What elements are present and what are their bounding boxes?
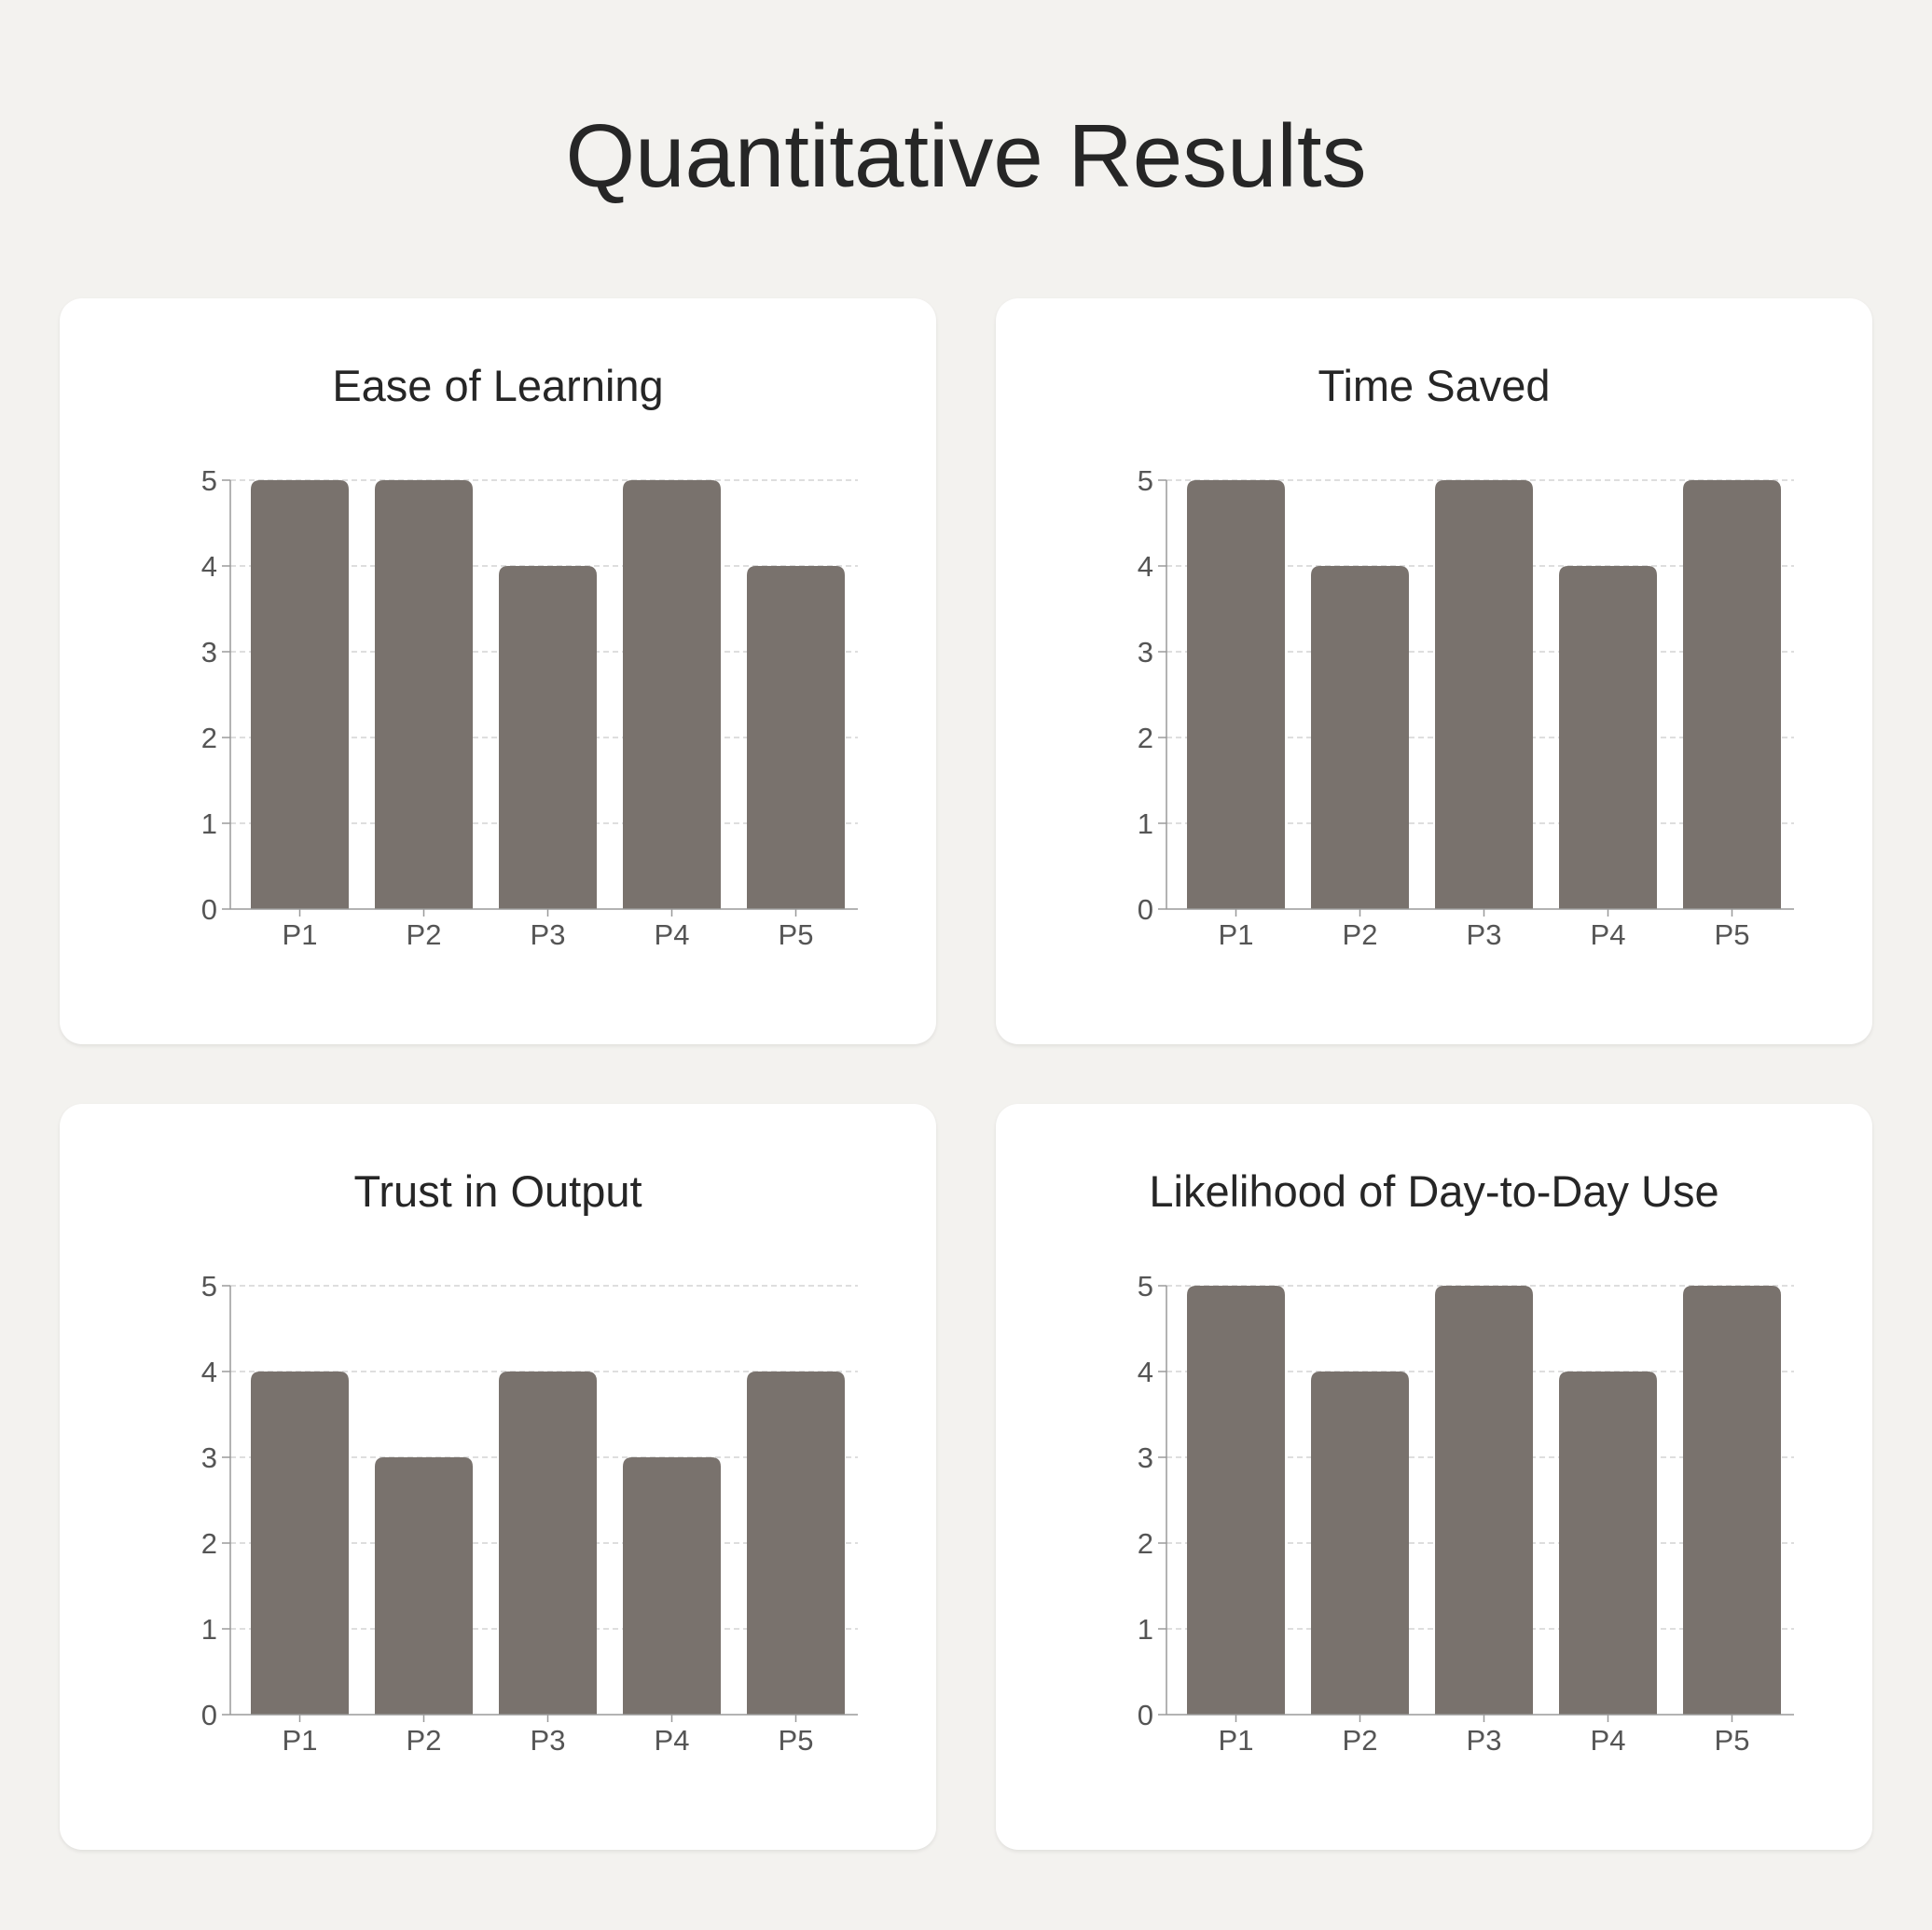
- y-tick-label: 4: [201, 1356, 217, 1388]
- y-tick-label: 1: [1138, 807, 1153, 840]
- y-tick-label: 5: [1138, 464, 1153, 497]
- page-title: Quantitative Results: [565, 106, 1367, 206]
- y-tick-label: 2: [1138, 1527, 1153, 1560]
- y-tick-label: 2: [1138, 722, 1153, 754]
- chart-card-ease-of-learning: Ease of Learning 0 1 2 3 4 5 P1 P2 P3 P4 P5: [60, 298, 936, 1044]
- x-tick-label: P2: [407, 918, 442, 951]
- bar-p3: [1435, 1286, 1533, 1715]
- bar-p3: [499, 566, 597, 909]
- chart-title: Time Saved: [1318, 361, 1551, 410]
- x-tick-label: P2: [1343, 1724, 1378, 1757]
- bar-p4: [623, 480, 721, 909]
- y-tick-label: 3: [201, 636, 217, 669]
- bar-p5: [747, 566, 845, 909]
- bar-p4: [623, 1457, 721, 1715]
- chart-card-day-to-day-use: Likelihood of Day-to-Day Use 0 1 2 3 4 5 P1 P2 P…: [996, 1104, 1872, 1850]
- y-tick-label: 0: [1138, 1699, 1153, 1731]
- y-tick-label: 2: [201, 1527, 217, 1560]
- x-tick-label: P4: [1591, 1724, 1626, 1757]
- x-tick-label: P4: [1591, 918, 1626, 951]
- x-tick-label: P5: [779, 918, 814, 951]
- y-tick-label: 5: [1138, 1270, 1153, 1303]
- x-tick-label: P4: [655, 1724, 690, 1757]
- x-tick-label: P4: [655, 918, 690, 951]
- y-tick-label: 0: [201, 893, 217, 926]
- chart-card-trust-in-output: Trust in Output 0 1 2 3 4 5 P1 P2 P3 P4 P5: [60, 1104, 936, 1850]
- bar-chart-ease-of-learning: 0 1 2 3 4 5 P1 P2 P3 P4 P5: [201, 464, 858, 951]
- y-tick-label: 4: [201, 550, 217, 583]
- y-tick-label: 1: [201, 1613, 217, 1646]
- x-tick-label: P5: [779, 1724, 814, 1757]
- chart-card-time-saved: Time Saved 0 1 2 3 4 5 P1 P2 P3 P4 P5: [996, 298, 1872, 1044]
- y-tick-label: 3: [201, 1441, 217, 1474]
- x-tick-label: P2: [407, 1724, 442, 1757]
- bar-chart-day-to-day-use: 0 1 2 3 4 5 P1 P2 P3 P4 P5: [1138, 1270, 1794, 1757]
- bar-p1: [251, 480, 349, 909]
- chart-title: Ease of Learning: [332, 361, 664, 410]
- y-tick-label: 1: [201, 807, 217, 840]
- bar-p2: [375, 480, 473, 909]
- bar-p5: [1683, 1286, 1781, 1715]
- bar-p2: [375, 1457, 473, 1715]
- bar-p3: [499, 1372, 597, 1715]
- bar-p3: [1435, 480, 1533, 909]
- x-tick-label: P3: [1467, 1724, 1502, 1757]
- bar-p5: [1683, 480, 1781, 909]
- bar-p5: [747, 1372, 845, 1715]
- bar-chart-trust-in-output: 0 1 2 3 4 5 P1 P2 P3 P4 P5: [201, 1270, 858, 1757]
- x-tick-label: P3: [1467, 918, 1502, 951]
- y-tick-label: 4: [1138, 1356, 1153, 1388]
- y-tick-label: 0: [1138, 893, 1153, 926]
- chart-title: Trust in Output: [353, 1166, 642, 1216]
- x-tick-label: P1: [1219, 918, 1254, 951]
- chart-title: Likelihood of Day-to-Day Use: [1149, 1166, 1719, 1216]
- x-tick-label: P3: [531, 918, 566, 951]
- y-tick-label: 3: [1138, 636, 1153, 669]
- x-tick-label: P1: [283, 918, 318, 951]
- x-tick-label: P5: [1715, 1724, 1750, 1757]
- x-tick-label: P5: [1715, 918, 1750, 951]
- y-tick-label: 2: [201, 722, 217, 754]
- bar-p1: [251, 1372, 349, 1715]
- y-tick-label: 3: [1138, 1441, 1153, 1474]
- bar-p1: [1187, 1286, 1285, 1715]
- bar-p2: [1311, 566, 1409, 909]
- x-tick-label: P1: [283, 1724, 318, 1757]
- x-tick-label: P1: [1219, 1724, 1254, 1757]
- y-tick-label: 0: [201, 1699, 217, 1731]
- bar-p4: [1559, 1372, 1657, 1715]
- y-tick-label: 1: [1138, 1613, 1153, 1646]
- bar-chart-time-saved: 0 1 2 3 4 5 P1 P2 P3 P4 P5: [1138, 464, 1794, 951]
- y-tick-label: 4: [1138, 550, 1153, 583]
- y-tick-label: 5: [201, 1270, 217, 1303]
- y-tick-label: 5: [201, 464, 217, 497]
- bar-p4: [1559, 566, 1657, 909]
- x-tick-label: P2: [1343, 918, 1378, 951]
- bar-p1: [1187, 480, 1285, 909]
- bar-p2: [1311, 1372, 1409, 1715]
- x-tick-label: P3: [531, 1724, 566, 1757]
